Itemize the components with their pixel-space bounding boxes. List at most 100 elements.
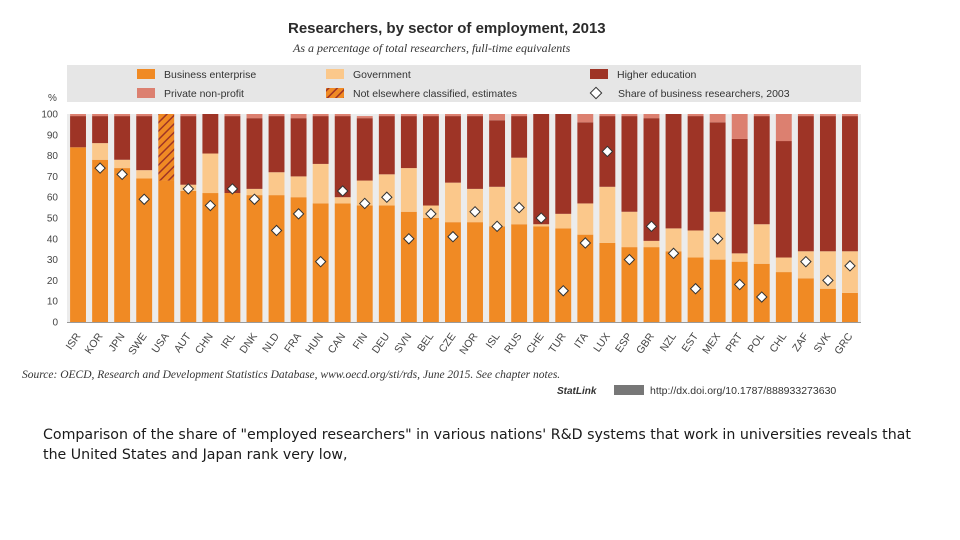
bar-NZL-1 bbox=[665, 228, 682, 252]
bar-NZL-0 bbox=[665, 251, 682, 322]
legend-swatch-0 bbox=[137, 69, 155, 79]
bar-NLD-2 bbox=[268, 116, 285, 173]
bar-SVK-2 bbox=[819, 116, 836, 252]
x-tick-label-ESP: ESP bbox=[613, 331, 635, 355]
bar-NZL-2 bbox=[665, 114, 682, 229]
statlink-label: StatLink bbox=[557, 386, 597, 397]
x-tick-label-NZL: NZL bbox=[658, 331, 679, 354]
x-tick-label-RUS: RUS bbox=[502, 331, 525, 356]
marker-CHN bbox=[204, 199, 217, 212]
y-tick-label-100: 100 bbox=[41, 110, 58, 121]
bar-TUR-2 bbox=[555, 114, 572, 214]
x-tick-label-SWE: SWE bbox=[126, 331, 150, 357]
bar-AUT-3 bbox=[180, 114, 197, 117]
bar-DEU-3 bbox=[378, 114, 395, 117]
x-tick-label-POL: POL bbox=[745, 331, 767, 355]
marker-PRT bbox=[733, 278, 746, 291]
bar-CHL-0 bbox=[775, 272, 792, 322]
bar-BEL-0 bbox=[422, 218, 439, 322]
bar-ISL-1 bbox=[489, 186, 506, 227]
bar-CZE-0 bbox=[445, 222, 461, 322]
marker-IRL bbox=[226, 183, 239, 195]
bar-CAN-0 bbox=[334, 203, 351, 322]
bar-ESP-0 bbox=[621, 247, 638, 322]
x-tick-label-JPN: JPN bbox=[106, 331, 127, 354]
bar-BEL-2 bbox=[422, 116, 439, 206]
bar-ISR-2 bbox=[70, 116, 86, 148]
bar-SVN-2 bbox=[400, 116, 417, 169]
x-tick-label-CHN: CHN bbox=[193, 331, 216, 357]
bar-ESP-3 bbox=[621, 114, 638, 117]
marker-NZL bbox=[667, 247, 680, 260]
bar-NOR-2 bbox=[467, 116, 483, 189]
bar-GBR-2 bbox=[643, 118, 660, 241]
y-tick-label-0: 0 bbox=[52, 318, 58, 329]
x-tick-label-NOR: NOR bbox=[457, 331, 480, 357]
bar-ITA-1 bbox=[577, 203, 594, 235]
marker-RUS bbox=[513, 201, 525, 214]
bar-POL-2 bbox=[753, 116, 770, 225]
bar-USA-4 bbox=[158, 114, 175, 181]
x-tick-label-KOR: KOR bbox=[83, 331, 106, 357]
bar-JPN-2 bbox=[114, 116, 131, 160]
bar-SWE-3 bbox=[136, 114, 153, 117]
bar-JPN-3 bbox=[114, 114, 131, 117]
x-tick-label-HUN: HUN bbox=[303, 331, 326, 357]
marker-AUT bbox=[182, 183, 195, 195]
marker-MEX bbox=[711, 233, 724, 245]
marker-CHE bbox=[535, 212, 547, 224]
legend-label-4: Not elsewhere classified, estimates bbox=[353, 88, 517, 100]
marker-DNK bbox=[248, 193, 261, 206]
bar-CHN-1 bbox=[202, 153, 219, 194]
bar-TUR-1 bbox=[555, 213, 572, 229]
marker-HUN bbox=[314, 255, 327, 268]
x-tick-label-USA: USA bbox=[149, 331, 171, 356]
y-tick-label-10: 10 bbox=[47, 297, 59, 308]
bar-CHL-3 bbox=[775, 114, 792, 142]
bar-SWE-2 bbox=[136, 116, 153, 171]
bar-CHN-0 bbox=[202, 193, 219, 322]
bar-CAN-3 bbox=[334, 114, 351, 117]
bar-KOR-3 bbox=[92, 114, 109, 117]
bar-PRT-0 bbox=[731, 261, 748, 322]
bar-GRC-1 bbox=[842, 251, 858, 293]
x-tick-label-DNK: DNK bbox=[237, 331, 260, 356]
marker-DEU bbox=[381, 191, 393, 203]
bar-ISL-0 bbox=[489, 226, 506, 322]
bar-RUS-3 bbox=[511, 114, 528, 117]
bar-CZE-3 bbox=[445, 114, 461, 117]
marker-GRC bbox=[844, 260, 856, 272]
statlink-url[interactable]: http://dx.doi.org/10.1787/888933273630 bbox=[650, 385, 836, 397]
markers-2003 bbox=[94, 145, 856, 303]
bar-PRT-2 bbox=[731, 138, 748, 254]
bar-ITA-3 bbox=[577, 114, 594, 123]
marker-GBR bbox=[645, 220, 658, 233]
bar-FRA-0 bbox=[290, 197, 307, 322]
bar-ITA-2 bbox=[577, 122, 594, 204]
marker-CZE bbox=[447, 230, 459, 243]
bar-ZAF-2 bbox=[797, 116, 814, 252]
x-tick-label-PRT: PRT bbox=[723, 330, 745, 354]
x-tick-label-ZAF: ZAF bbox=[790, 331, 811, 354]
bar-RUS-1 bbox=[511, 157, 528, 225]
bar-EST-3 bbox=[687, 114, 704, 117]
bar-GRC-2 bbox=[842, 116, 858, 252]
bar-JPN-1 bbox=[114, 159, 131, 169]
bar-GBR-1 bbox=[643, 240, 660, 248]
bar-DNK-2 bbox=[246, 118, 263, 189]
bar-DNK-0 bbox=[246, 195, 263, 322]
bar-ISR-0 bbox=[70, 147, 86, 322]
marker-ISL bbox=[491, 220, 503, 233]
legend-swatch-4 bbox=[326, 88, 344, 98]
bar-FIN-1 bbox=[356, 180, 373, 206]
bar-KOR-2 bbox=[92, 116, 109, 144]
x-tick-label-ISR: ISR bbox=[64, 331, 84, 353]
bar-PRT-3 bbox=[731, 114, 748, 139]
legend-swatch-3 bbox=[137, 88, 155, 98]
marker-LUX bbox=[601, 145, 614, 158]
y-tick-label-40: 40 bbox=[47, 234, 59, 245]
x-tick-label-LUX: LUX bbox=[591, 331, 613, 355]
bar-GBR-3 bbox=[643, 114, 660, 119]
bar-AUT-0 bbox=[180, 190, 197, 322]
